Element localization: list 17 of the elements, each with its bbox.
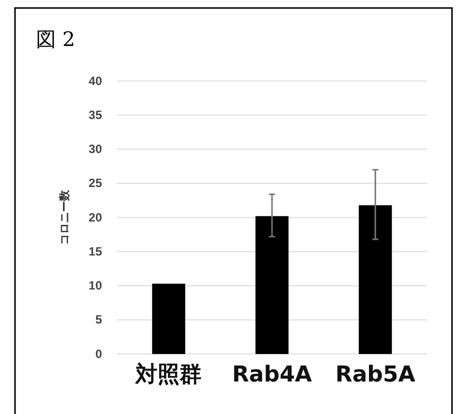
chart-title: 図 2 [36, 27, 76, 51]
x-tick-label: Rab4A [232, 362, 312, 388]
y-tick-label: 0 [95, 346, 102, 361]
x-tick-label: Rab5A [335, 362, 416, 388]
y-tick-label: 30 [88, 142, 102, 156]
x-tick-label: 対照群 [134, 362, 202, 388]
bar [255, 216, 289, 354]
y-tick-label: 25 [88, 176, 102, 190]
bar [152, 284, 186, 354]
y-tick-label: 10 [88, 278, 102, 293]
bar [358, 205, 392, 354]
y-tick-label: 35 [88, 108, 102, 122]
y-tick-label: 40 [88, 74, 102, 88]
y-tick-label: 20 [88, 210, 102, 224]
y-tick-label: 5 [95, 312, 102, 327]
y-axis-title: コロニー数 [58, 189, 71, 245]
y-tick-label: 15 [88, 244, 102, 258]
